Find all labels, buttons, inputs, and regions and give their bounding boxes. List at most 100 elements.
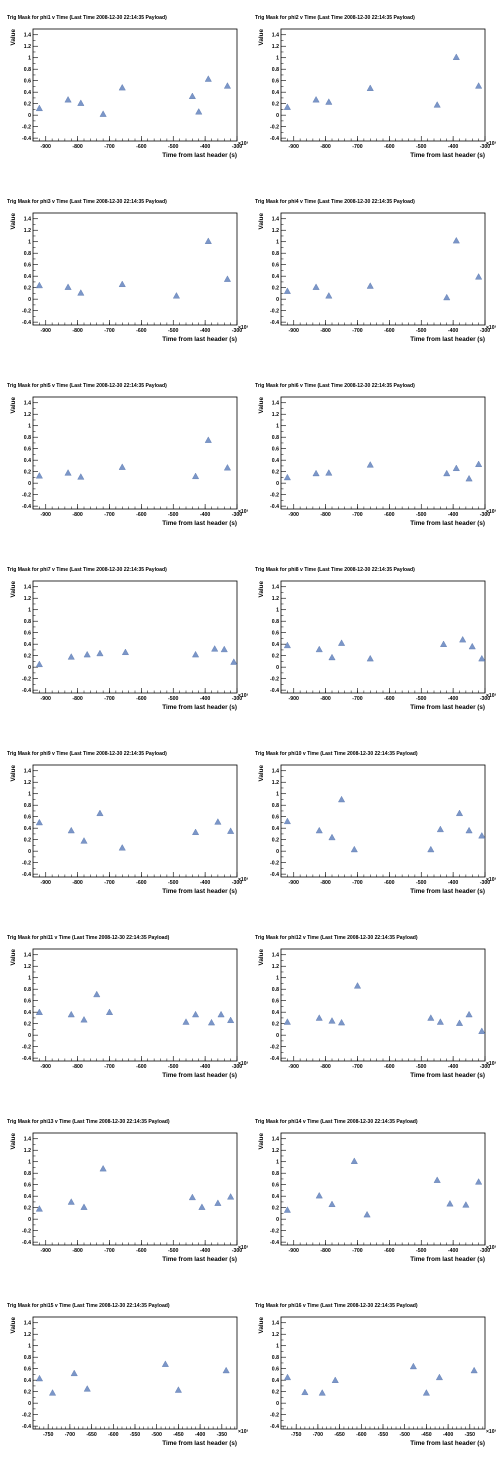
y-tick-label: 1.2 xyxy=(272,780,279,786)
y-tick-label: 0.4 xyxy=(272,642,279,648)
x-tick-label: -900 xyxy=(41,696,51,702)
y-tick-label: 0.2 xyxy=(24,837,31,843)
x-exponent-label: ×10³ xyxy=(486,877,496,883)
y-tick-label: 0.2 xyxy=(24,1205,31,1211)
chart-panel-10: Trig Mask for phi10 v Time (Last Time 20… xyxy=(255,751,496,895)
x-tick-label: -400 xyxy=(448,1248,458,1254)
y-tick-label: -0.2 xyxy=(270,676,279,682)
data-point xyxy=(67,826,75,834)
x-tick-label: -700 xyxy=(104,880,114,886)
data-point xyxy=(211,645,219,652)
y-tick-label: -0.4 xyxy=(270,504,279,510)
x-tick-label: -800 xyxy=(72,328,82,334)
x-tick-label: -400 xyxy=(200,144,210,150)
chart-title: Trig Mask for phi2 v Time (Last Time 200… xyxy=(255,15,415,21)
x-axis-label: Time from last header (s) xyxy=(162,336,237,343)
y-tick-label: 1.4 xyxy=(24,33,31,39)
y-tick-label: 0.4 xyxy=(272,1194,279,1200)
data-point xyxy=(446,1200,454,1207)
y-tick-label: 0.6 xyxy=(24,446,31,452)
data-point xyxy=(161,1360,169,1367)
y-tick-label: 0 xyxy=(28,297,31,303)
data-point xyxy=(468,642,476,650)
data-point xyxy=(455,809,464,817)
chart-title: Trig Mask for phi8 v Time (Last Time 200… xyxy=(255,567,415,573)
plot-frame xyxy=(32,764,238,878)
data-point xyxy=(331,1376,339,1383)
data-point xyxy=(93,990,101,998)
chart-panel-15: Trig Mask for phi15 v Time (Last Time 20… xyxy=(7,1303,248,1447)
data-point xyxy=(366,461,374,468)
data-point xyxy=(436,1018,444,1025)
x-tick-label: -700 xyxy=(352,328,362,334)
y-tick-label: 1.4 xyxy=(24,585,31,591)
data-point xyxy=(188,92,196,99)
x-tick-label: -400 xyxy=(448,880,458,886)
plot-frame xyxy=(280,212,486,326)
x-tick-label: -700 xyxy=(352,144,362,150)
chart-title: Trig Mask for phi14 v Time (Last Time 20… xyxy=(255,1119,418,1125)
x-tick-label: -500 xyxy=(152,1432,162,1438)
x-axis-label: Time from last header (s) xyxy=(410,888,485,895)
y-tick-label: 0.4 xyxy=(272,458,279,464)
data-point xyxy=(283,1018,291,1025)
y-tick-label: -0.4 xyxy=(22,872,31,878)
data-point xyxy=(283,1206,291,1213)
data-point xyxy=(427,845,435,853)
x-tick-label: -900 xyxy=(41,328,51,334)
x-tick-label: -800 xyxy=(72,144,82,150)
data-point xyxy=(192,472,200,480)
y-tick-label: 0.2 xyxy=(272,1021,279,1027)
y-tick-label: 1 xyxy=(28,56,31,62)
x-axis-label: Time from last header (s) xyxy=(162,152,237,159)
y-tick-label: 1 xyxy=(28,240,31,246)
plot-frame xyxy=(280,396,486,510)
x-exponent-label: ×10³ xyxy=(238,1245,248,1251)
y-tick-label: 1.4 xyxy=(272,769,279,775)
x-tick-label: -900 xyxy=(41,880,51,886)
data-point xyxy=(35,1205,43,1212)
y-tick-label: -0.4 xyxy=(270,1424,279,1430)
data-point xyxy=(452,464,460,471)
x-tick-label: -700 xyxy=(352,1064,362,1070)
y-tick-label: 0.6 xyxy=(272,262,279,268)
y-tick-label: 0.6 xyxy=(24,262,31,268)
x-tick-label: -600 xyxy=(384,1064,394,1070)
x-tick-label: -400 xyxy=(448,1064,458,1070)
y-axis-label: Value xyxy=(10,765,17,782)
data-point xyxy=(227,1016,235,1023)
x-tick-label: -300 xyxy=(480,880,490,886)
data-point xyxy=(214,818,222,825)
y-tick-label: 0.6 xyxy=(24,998,31,1004)
data-point xyxy=(121,648,129,655)
x-tick-label: -700 xyxy=(104,512,114,518)
y-tick-label: 0.8 xyxy=(272,1355,279,1361)
chart-title: Trig Mask for phi16 v Time (Last Time 20… xyxy=(255,1303,418,1309)
y-tick-label: 0.2 xyxy=(272,1205,279,1211)
y-tick-label: 1 xyxy=(28,1160,31,1166)
data-point xyxy=(283,641,291,649)
y-tick-label: 0.4 xyxy=(272,274,279,280)
y-tick-label: 0.4 xyxy=(24,458,31,464)
data-point xyxy=(366,654,374,662)
y-tick-label: 0.8 xyxy=(272,619,279,625)
y-tick-label: 0.6 xyxy=(24,630,31,636)
data-point xyxy=(283,473,291,481)
y-tick-label: -0.2 xyxy=(22,1412,31,1418)
y-tick-label: 0 xyxy=(276,1217,279,1223)
x-tick-label: -800 xyxy=(72,696,82,702)
data-point xyxy=(64,469,72,476)
x-tick-label: -700 xyxy=(352,1248,362,1254)
x-tick-label: -600 xyxy=(384,144,394,150)
x-tick-label: -400 xyxy=(200,328,210,334)
y-tick-label: 1 xyxy=(276,976,279,982)
x-axis-label: Time from last header (s) xyxy=(162,704,237,711)
y-tick-label: 0 xyxy=(28,665,31,671)
x-axis-label: Time from last header (s) xyxy=(410,520,485,527)
y-tick-label: 0.2 xyxy=(24,469,31,475)
y-tick-label: 0.2 xyxy=(24,101,31,107)
x-exponent-label: ×10³ xyxy=(238,1429,248,1435)
data-point xyxy=(35,1008,43,1015)
data-point xyxy=(325,292,333,299)
y-axis-label: Value xyxy=(258,581,265,598)
